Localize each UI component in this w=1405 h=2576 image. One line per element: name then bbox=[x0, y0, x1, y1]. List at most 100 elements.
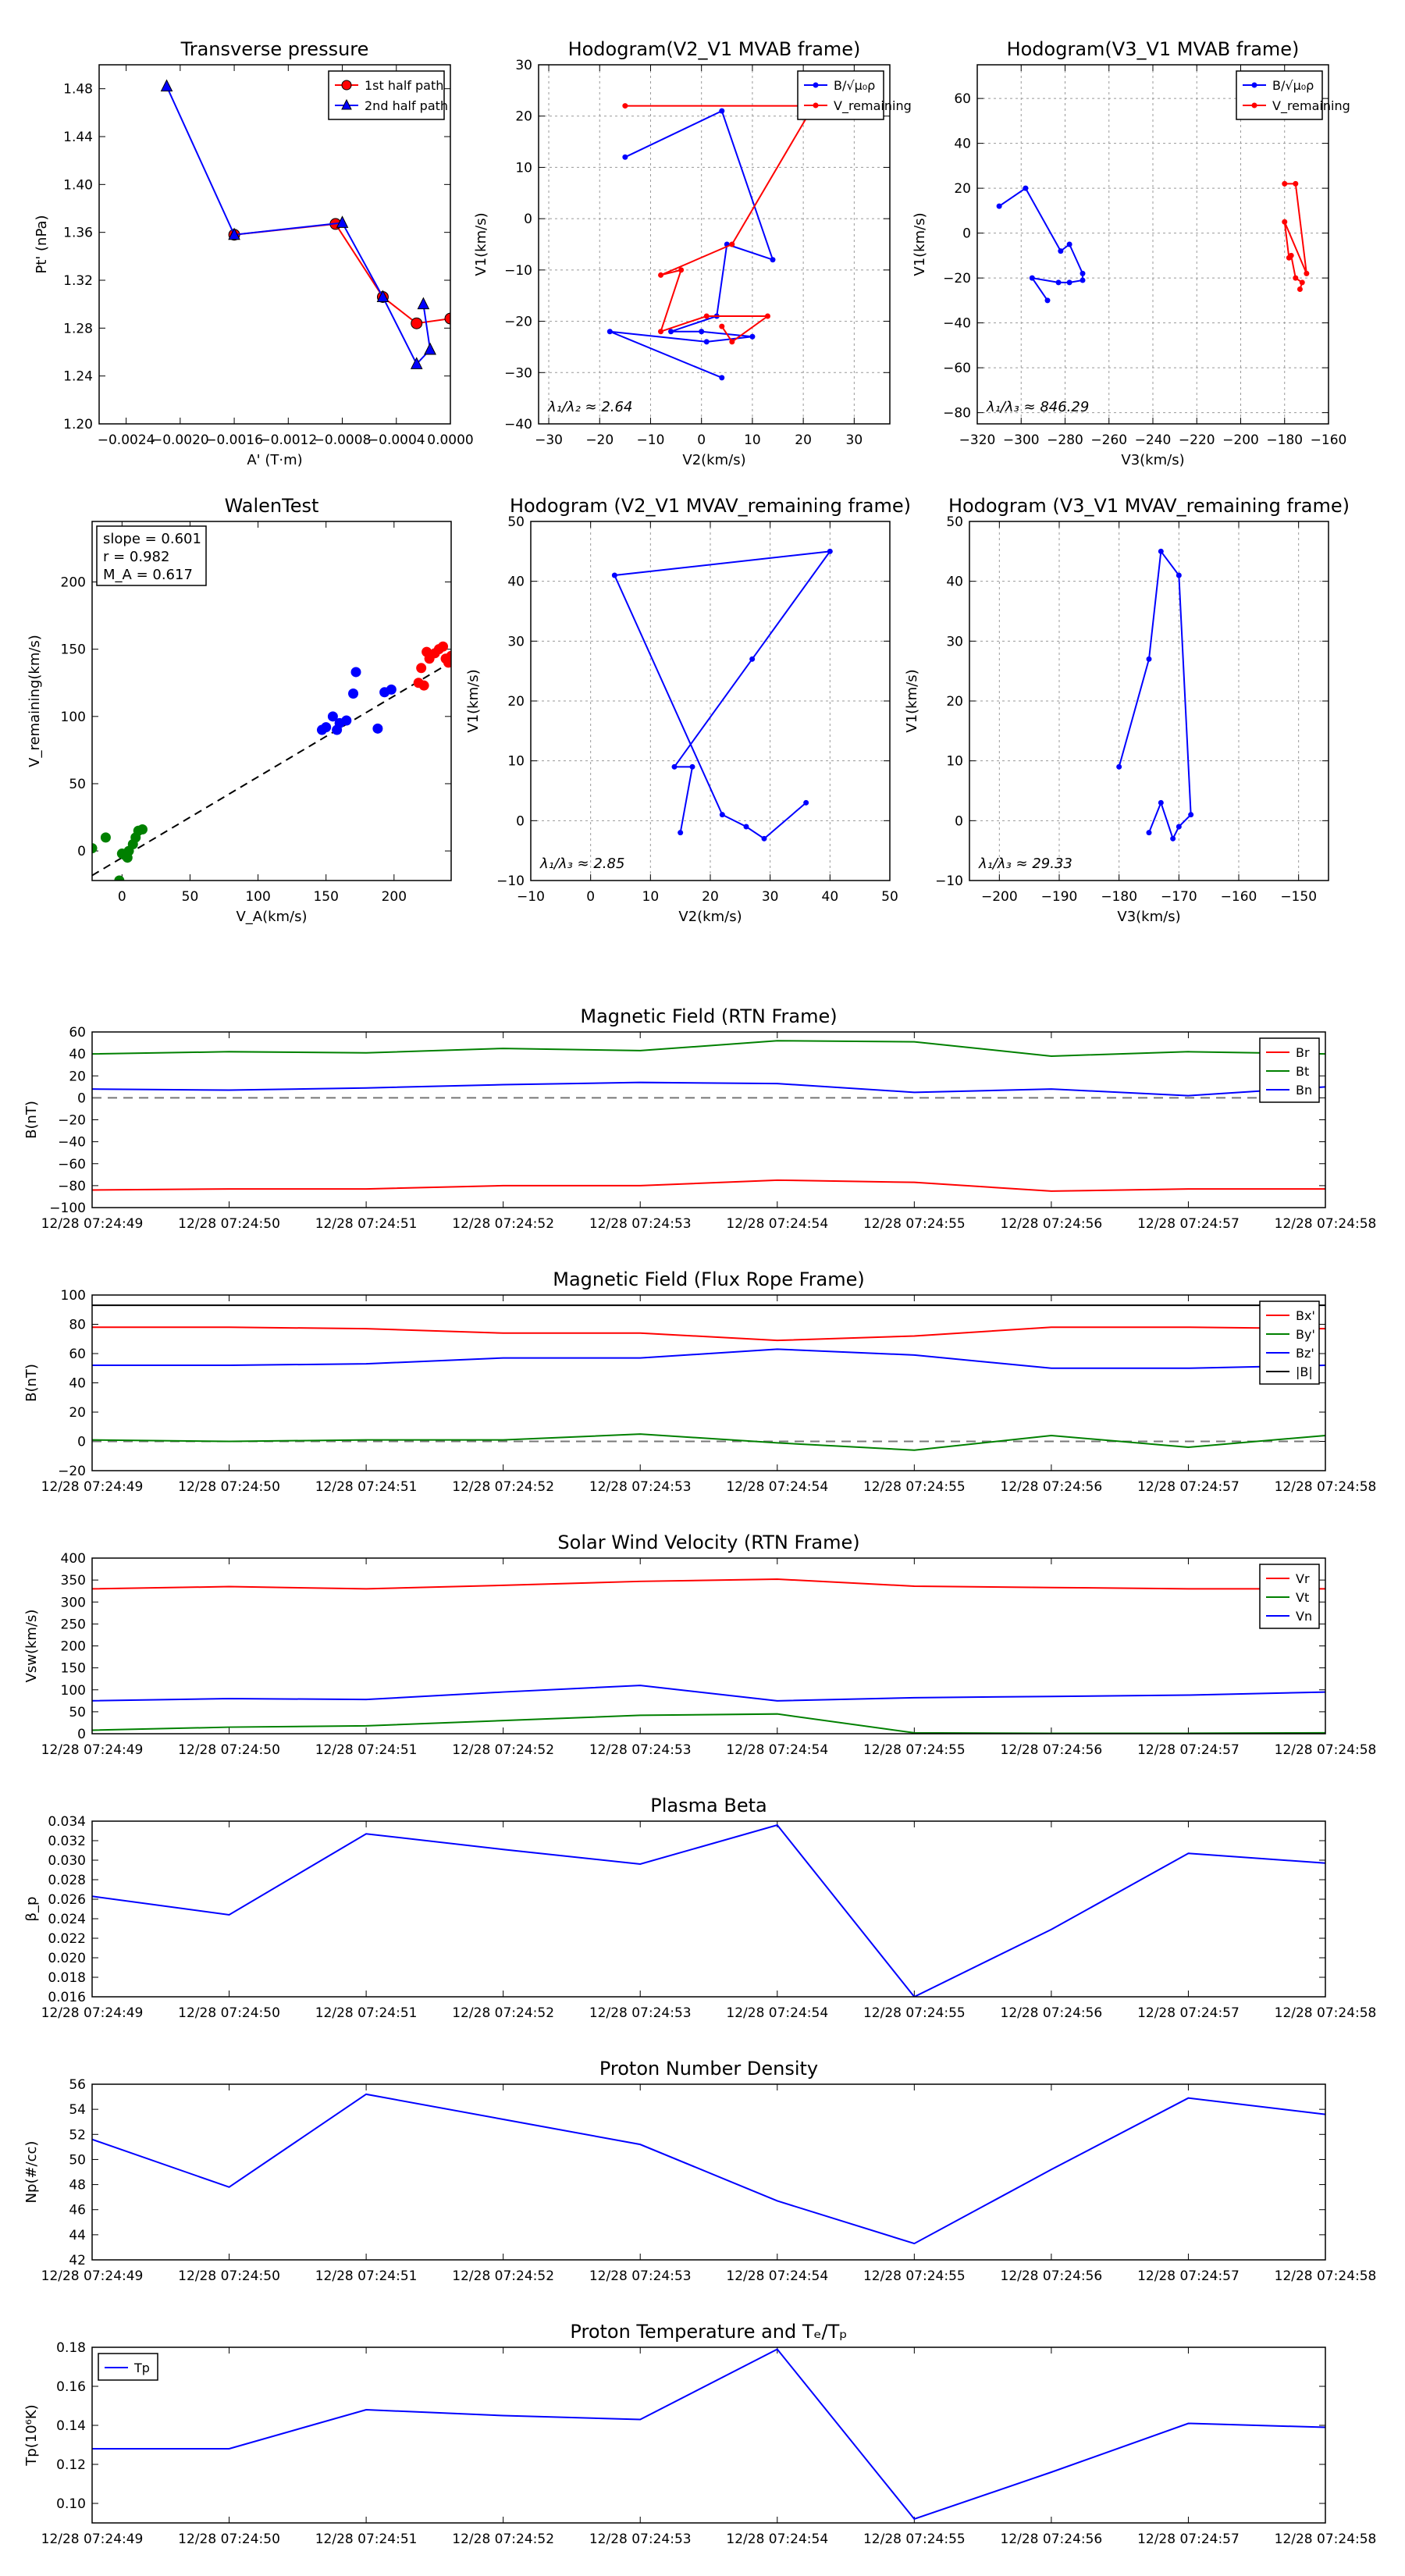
x-tick-label: −0.0008 bbox=[314, 432, 372, 448]
x-tick-label: 12/28 07:24:49 bbox=[41, 1216, 144, 1232]
magnetic-field-rtn-chart: Magnetic Field (RTN Frame) 12/28 07:24:49… bbox=[23, 1005, 1376, 1232]
x-tick-label: −170 bbox=[1161, 889, 1197, 905]
y-axis-label: B(nT) bbox=[23, 1101, 40, 1139]
chart-title: Magnetic Field (Flux Rope Frame) bbox=[553, 1268, 864, 1290]
y-axis-label: V_remaining(km/s) bbox=[27, 635, 43, 767]
x-tick-label: 12/28 07:24:53 bbox=[589, 1216, 692, 1232]
y-tick-label: 0.028 bbox=[48, 1873, 86, 1888]
y-tick-label: 1.44 bbox=[63, 130, 93, 145]
data-point bbox=[729, 339, 735, 345]
legend-label: 1st half path bbox=[365, 78, 443, 93]
plot-area bbox=[160, 79, 450, 369]
scatter-point bbox=[386, 684, 397, 695]
x-tick-label: −180 bbox=[1266, 432, 1303, 448]
y-tick-label: 50 bbox=[946, 514, 963, 530]
y-tick-label: −80 bbox=[943, 406, 971, 422]
legend-label: Bz' bbox=[1296, 1346, 1314, 1361]
data-point bbox=[703, 339, 710, 345]
x-tick-label: 10 bbox=[642, 889, 660, 905]
x-tick-label: −0.0020 bbox=[151, 432, 209, 448]
y-tick-label: 40 bbox=[946, 575, 963, 590]
y-tick-label: 44 bbox=[69, 2228, 86, 2243]
axes-frame bbox=[91, 521, 452, 881]
y-tick-label: 20 bbox=[69, 1069, 86, 1084]
y-tick-label: −60 bbox=[58, 1157, 86, 1172]
x-tick-label: 12/28 07:24:57 bbox=[1137, 1216, 1240, 1232]
x-axis-label: V2(km/s) bbox=[682, 452, 745, 468]
series-line-bn bbox=[92, 1081, 1325, 1097]
x-tick-label: −320 bbox=[959, 432, 996, 448]
legend-label: Bn bbox=[1296, 1083, 1312, 1098]
data-point bbox=[719, 812, 725, 818]
y-axis-label: V1(km/s) bbox=[912, 212, 928, 276]
data-point-triangle bbox=[228, 227, 240, 240]
y-tick-label: 0.022 bbox=[48, 1931, 86, 1947]
x-tick-label: 12/28 07:24:54 bbox=[726, 2532, 828, 2547]
data-point bbox=[1158, 799, 1164, 806]
x-tick-label: −200 bbox=[1222, 432, 1259, 448]
x-tick-label: 12/28 07:24:54 bbox=[726, 1216, 828, 1232]
data-point bbox=[1080, 270, 1086, 276]
x-tick-label: −260 bbox=[1090, 432, 1127, 448]
y-tick-label: −10 bbox=[496, 873, 525, 889]
y-tick-label: 20 bbox=[946, 694, 963, 710]
x-tick-label: 12/28 07:24:55 bbox=[863, 1479, 966, 1495]
plot-area bbox=[996, 180, 1310, 304]
x-tick-label: 12/28 07:24:51 bbox=[315, 2005, 418, 2021]
x-tick-label: −0.0024 bbox=[98, 432, 155, 448]
stats-slope: slope = 0.601 bbox=[103, 531, 201, 547]
data-point bbox=[1158, 548, 1164, 554]
eigenvalue-ratio-annotation: λ₁/λ₃ ≈ 846.29 bbox=[986, 399, 1089, 415]
series-line-by bbox=[92, 1433, 1325, 1451]
plot-area bbox=[92, 1304, 1325, 1451]
y-tick-label: 300 bbox=[61, 1595, 86, 1610]
legend-label: Bx' bbox=[1296, 1308, 1315, 1323]
series-line-v bbox=[1118, 549, 1192, 841]
x-tick-label: 12/28 07:24:52 bbox=[452, 1479, 554, 1495]
data-point bbox=[1023, 185, 1029, 191]
series-line-np bbox=[92, 2093, 1325, 2245]
y-tick-label: 30 bbox=[515, 58, 532, 73]
legend-label: |B| bbox=[1296, 1364, 1313, 1379]
y-tick-label: 0 bbox=[524, 212, 532, 227]
x-tick-label: 12/28 07:24:56 bbox=[1001, 2005, 1103, 2021]
series-line-v bbox=[1283, 183, 1307, 290]
y-tick-label: 10 bbox=[515, 160, 532, 176]
axes-frame bbox=[91, 1294, 1326, 1471]
y-tick-label: 0 bbox=[77, 844, 86, 859]
hodogram-v2-v1-mvav-chart: Hodogram (V2_V1 MVAV_remaining frame) −10… bbox=[465, 495, 911, 925]
y-tick-label: −10 bbox=[935, 873, 963, 889]
scatter-point bbox=[372, 723, 383, 734]
x-axis-label: V_A(km/s) bbox=[236, 909, 307, 925]
legend: Vr Vt Vn bbox=[1259, 1564, 1320, 1629]
y-tick-label: 100 bbox=[61, 1683, 86, 1699]
x-tick-label: 12/28 07:24:55 bbox=[863, 1742, 966, 1758]
legend-label: Vr bbox=[1296, 1571, 1310, 1586]
data-point bbox=[703, 313, 710, 319]
y-axis-label: Vsw(km/s) bbox=[23, 1610, 40, 1683]
y-tick-label: 30 bbox=[507, 634, 525, 649]
axes-frame bbox=[91, 2083, 1326, 2261]
y-tick-label: 0.12 bbox=[56, 2457, 86, 2473]
data-point-triangle bbox=[424, 342, 436, 355]
axes-frame bbox=[538, 64, 891, 425]
stats-ma: M_A = 0.617 bbox=[103, 567, 193, 583]
eigenvalue-ratio-annotation: λ₁/λ₂ ≈ 2.64 bbox=[547, 399, 632, 415]
series-line-tp bbox=[92, 2348, 1325, 2521]
regression-fit-line bbox=[92, 661, 451, 877]
x-axis-label: V2(km/s) bbox=[678, 909, 742, 925]
data-point bbox=[668, 329, 674, 335]
data-point bbox=[749, 656, 756, 662]
y-tick-label: −100 bbox=[49, 1201, 86, 1216]
x-tick-label: 50 bbox=[881, 889, 898, 905]
legend: B/√μ₀ρ V_remaining bbox=[1236, 70, 1350, 120]
x-axis-label: V3(km/s) bbox=[1117, 909, 1180, 925]
hodogram-v3-v1-mvav-chart: Hodogram (V3_V1 MVAV_remaining frame) −20… bbox=[904, 495, 1350, 925]
y-tick-label: 40 bbox=[69, 1047, 86, 1062]
data-point bbox=[1304, 270, 1310, 276]
y-axis-label: Pt' (nPa) bbox=[34, 215, 50, 273]
chart-title: Proton Temperature and Tₑ/Tₚ bbox=[570, 2321, 847, 2343]
x-tick-label: 12/28 07:24:58 bbox=[1275, 2005, 1377, 2021]
axes-frame bbox=[969, 521, 1329, 881]
